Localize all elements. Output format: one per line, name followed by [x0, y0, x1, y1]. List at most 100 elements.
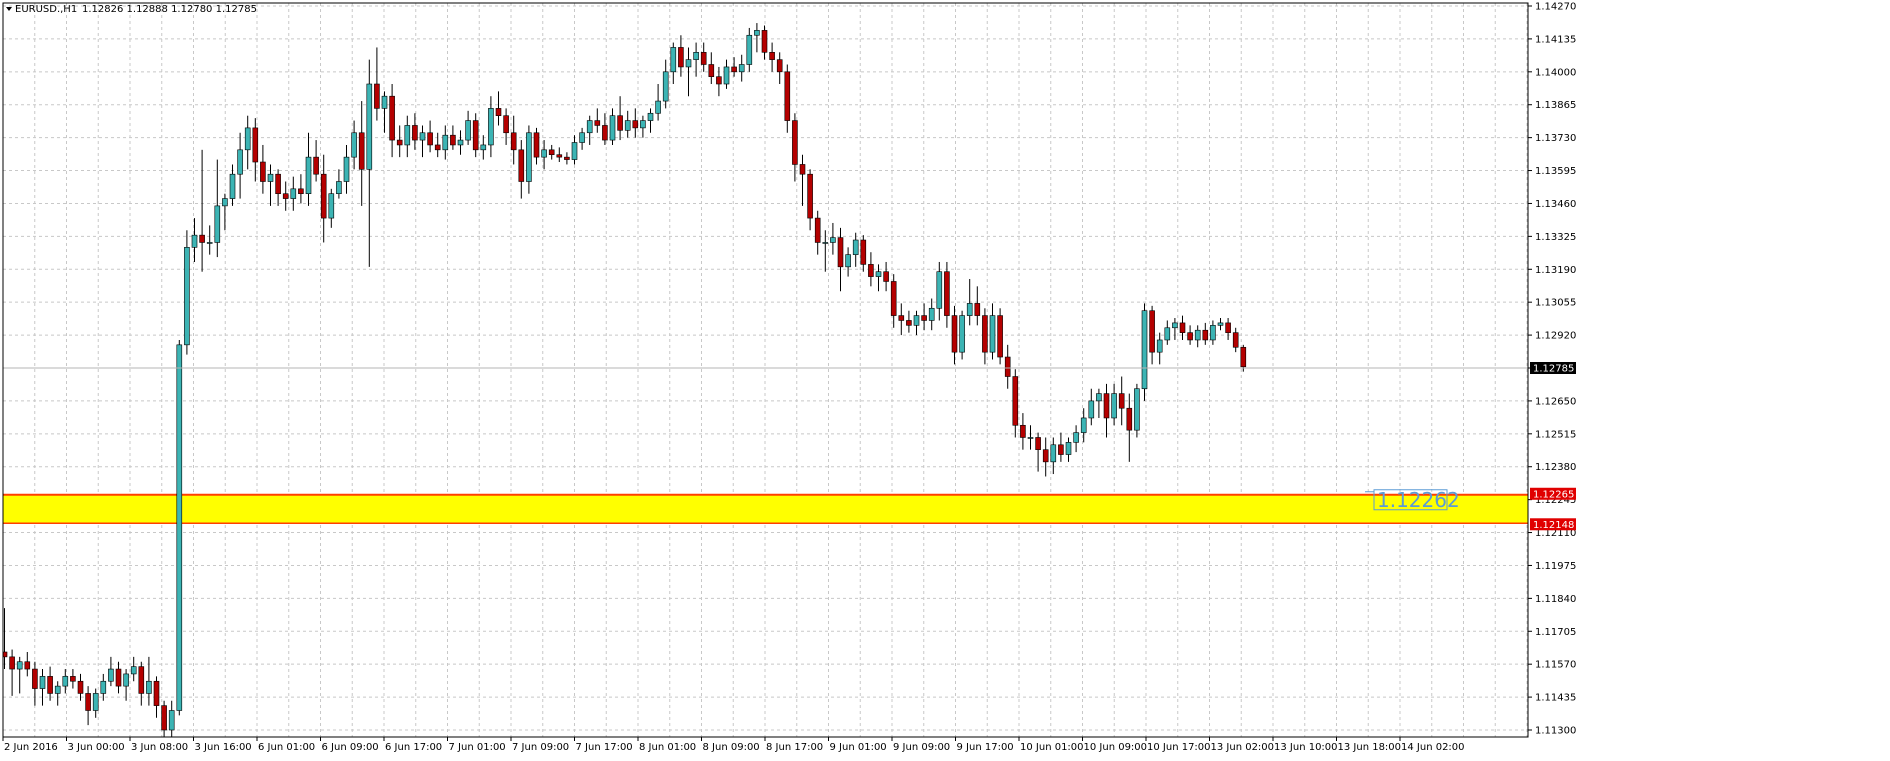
candle-bear	[374, 83, 380, 109]
candle-bull	[419, 132, 426, 141]
candle-bear	[731, 66, 737, 73]
time-axis[interactable]: 2 Jun 2016 3 Jun 00:00 3 Jun 08:00 3 Jun 16…	[2, 737, 1465, 753]
candle-bear	[1149, 310, 1155, 353]
candle-bull	[184, 247, 190, 346]
zone-lower-tag-bg	[1530, 518, 1576, 531]
x-tick-label: 13 Jun 10:00	[1274, 742, 1338, 753]
y-tick-label: 1.12920	[1535, 331, 1576, 342]
candle-bear	[761, 30, 768, 53]
candle-bull	[852, 239, 859, 255]
candles	[3, 23, 1247, 737]
zone-label-box[interactable]	[1373, 489, 1448, 511]
candle-bear	[153, 680, 160, 706]
candle-bear	[47, 676, 53, 694]
candle-bear	[358, 132, 365, 170]
candle-bull	[465, 120, 471, 141]
y-tick-label: 1.11975	[1535, 561, 1576, 572]
x-tick-label: 13 Jun 02:00	[1211, 742, 1275, 753]
candle-bear	[890, 281, 897, 316]
candle-bear	[138, 666, 145, 694]
candle-bear	[24, 661, 31, 670]
zone-upper-tag-bg	[1530, 487, 1576, 500]
candle-bear	[982, 315, 988, 353]
candle-bull	[1065, 442, 1072, 455]
x-tick-label: 10 Jun 01:00	[1020, 742, 1084, 753]
zone-fill	[3, 494, 1528, 524]
current-price-tag-bg	[1530, 362, 1576, 374]
y-tick-label: 1.12110	[1535, 528, 1576, 539]
candle-bear	[564, 156, 570, 160]
candle-bear	[3, 651, 8, 658]
candle-bear	[1240, 346, 1247, 368]
x-tick-label: 9 Jun 17:00	[957, 742, 1014, 753]
candle-bear	[396, 139, 403, 146]
candle-bear	[678, 47, 684, 68]
candle-bear	[708, 64, 715, 77]
candle-bear	[883, 271, 889, 282]
x-tick-label: 6 Jun 01:00	[258, 742, 315, 753]
zone-label: 1.12262	[1377, 488, 1460, 512]
x-tick-label: 7 Jun 09:00	[512, 742, 569, 753]
x-tick-label: 2 Jun 2016	[4, 742, 58, 753]
y-tick-label: 1.11300	[1535, 726, 1576, 737]
candle-bull	[830, 237, 836, 243]
candle-bear	[814, 217, 821, 243]
y-tick-label: 1.14000	[1535, 67, 1576, 78]
candle-bull	[1172, 322, 1178, 329]
candle-bull	[290, 188, 297, 199]
y-tick-label: 1.13865	[1535, 100, 1576, 111]
candle-bull	[1164, 327, 1171, 341]
candle-bull	[381, 95, 388, 109]
candle-bull	[206, 242, 213, 244]
candle-bull	[244, 127, 251, 151]
candle-bull	[1027, 437, 1034, 439]
x-tick-label: 3 Jun 08:00	[131, 742, 188, 753]
y-tick-label: 1.13730	[1535, 133, 1576, 144]
candle-bear	[518, 149, 525, 182]
candle-bull	[1210, 325, 1216, 341]
candle-bull	[351, 132, 357, 158]
candle-bear	[252, 127, 259, 163]
price-axis[interactable]: 1.14270 1.14135 1.14000 1.13865 1.13730 1.135…	[1528, 2, 1576, 737]
x-tick-label: 3 Jun 00:00	[68, 742, 125, 753]
candle-bull	[146, 680, 152, 694]
candle-bull	[693, 52, 699, 60]
candle-bull	[1217, 322, 1224, 326]
candle-bull	[936, 271, 943, 309]
candle-bull	[267, 173, 274, 182]
candle-bear	[951, 315, 958, 353]
candle-bear	[1225, 322, 1231, 333]
x-tick-label: 14 Jun 02:00	[1401, 742, 1465, 753]
candle-bull	[624, 120, 631, 131]
candle-bear	[495, 108, 502, 116]
candle-bear	[1035, 437, 1041, 450]
candle-bull	[229, 173, 236, 199]
current-price-tag: 1.12785	[1533, 364, 1574, 375]
candle-bull	[92, 693, 99, 711]
x-tick-label: 3 Jun 16:00	[195, 742, 252, 753]
candle-bear	[1020, 424, 1026, 438]
candle-bear	[313, 156, 319, 175]
candle-bear	[868, 264, 874, 277]
candle-bear	[85, 693, 91, 711]
candle-bull	[1088, 400, 1095, 419]
x-tick-label: 10 Jun 17:00	[1147, 742, 1211, 753]
y-tick-label: 1.11435	[1535, 693, 1576, 704]
candle-bear	[389, 95, 395, 141]
dropdown-arrow-icon[interactable]	[6, 7, 12, 11]
candle-bear	[1103, 393, 1110, 419]
candle-bull	[1073, 432, 1079, 443]
candle-bear	[260, 161, 266, 182]
candle-bull	[168, 710, 175, 731]
y-tick-label: 1.13460	[1535, 199, 1576, 210]
candle-bear	[1042, 449, 1049, 463]
candle-bull	[488, 108, 494, 146]
candle-bear	[784, 71, 791, 121]
x-tick-label: 10 Jun 09:00	[1084, 742, 1148, 753]
candle-bull	[1134, 388, 1140, 431]
candle-bull	[655, 100, 661, 114]
candle-bull	[1096, 393, 1102, 402]
candle-bear	[997, 315, 1003, 358]
